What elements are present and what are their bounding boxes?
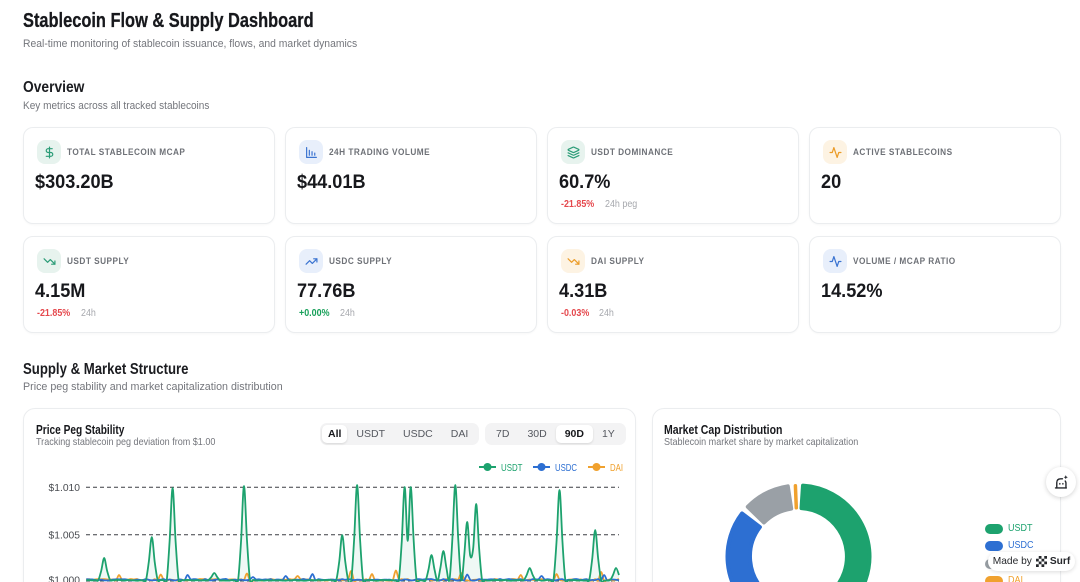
svg-text:USDC: USDC bbox=[555, 462, 577, 474]
svg-text:$1.010: $1.010 bbox=[49, 483, 81, 494]
svg-text:USDT: USDT bbox=[501, 462, 523, 474]
svg-text:$1.000: $1.000 bbox=[49, 576, 81, 582]
svg-text:$1.005: $1.005 bbox=[49, 530, 81, 541]
svg-text:DAI: DAI bbox=[610, 462, 623, 474]
